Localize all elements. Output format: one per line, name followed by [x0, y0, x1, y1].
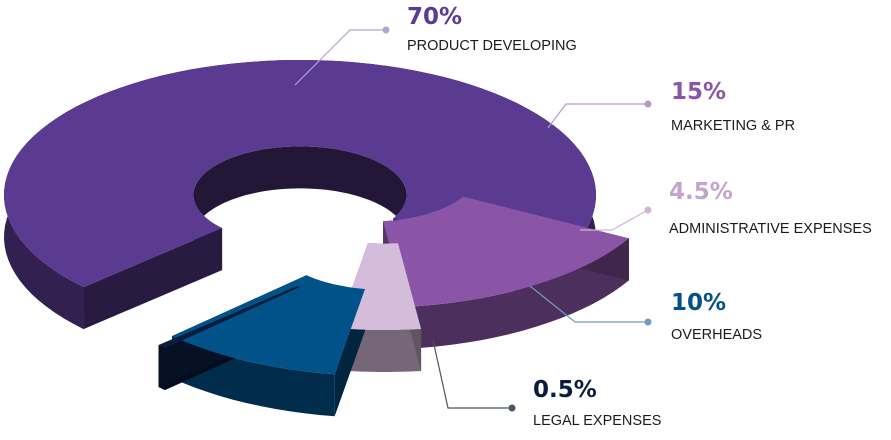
slice-wall-marketing-pr: [406, 238, 629, 349]
value-label-legal-expenses: 0.5%: [533, 377, 597, 403]
leader-line: [294, 29, 386, 86]
slice-legal-expenses: [158, 286, 300, 349]
leader-dot: [644, 318, 652, 326]
slice-wall-product-developing: [4, 60, 596, 330]
slice-marketing-pr: [383, 196, 629, 307]
value-label-marketing-pr: 15%: [671, 79, 726, 105]
category-label-product-developing: PRODUCT DEVELOPING: [407, 38, 577, 54]
leader-line: [529, 285, 648, 323]
leader-dot: [644, 100, 652, 108]
leader-dot: [644, 206, 652, 214]
category-label-legal-expenses: LEGAL EXPENSES: [533, 413, 661, 429]
slice-cap-product-developing-start: [83, 228, 223, 330]
leader-line: [432, 339, 512, 409]
value-label-overheads: 10%: [671, 290, 726, 316]
value-label-product-developing: 70%: [407, 4, 462, 30]
category-label-marketing-pr: MARKETING & PR: [671, 118, 795, 134]
leader-dot: [508, 404, 516, 412]
slice-inner-wall-product-developing: [193, 146, 407, 271]
slice-administrative-expenses: [337, 243, 422, 330]
leader-dot: [382, 26, 390, 34]
slice-overheads: [172, 275, 365, 375]
slice-top-layer: [4, 60, 629, 375]
leader-line: [547, 103, 648, 129]
category-label-administrative-expenses: ADMINISTRATIVE EXPENSES: [669, 221, 872, 237]
leader-line: [580, 209, 649, 231]
category-label-overheads: OVERHEADS: [671, 327, 762, 343]
value-label-administrative-expenses: 4.5%: [669, 179, 733, 205]
leader-lines: [294, 26, 652, 412]
